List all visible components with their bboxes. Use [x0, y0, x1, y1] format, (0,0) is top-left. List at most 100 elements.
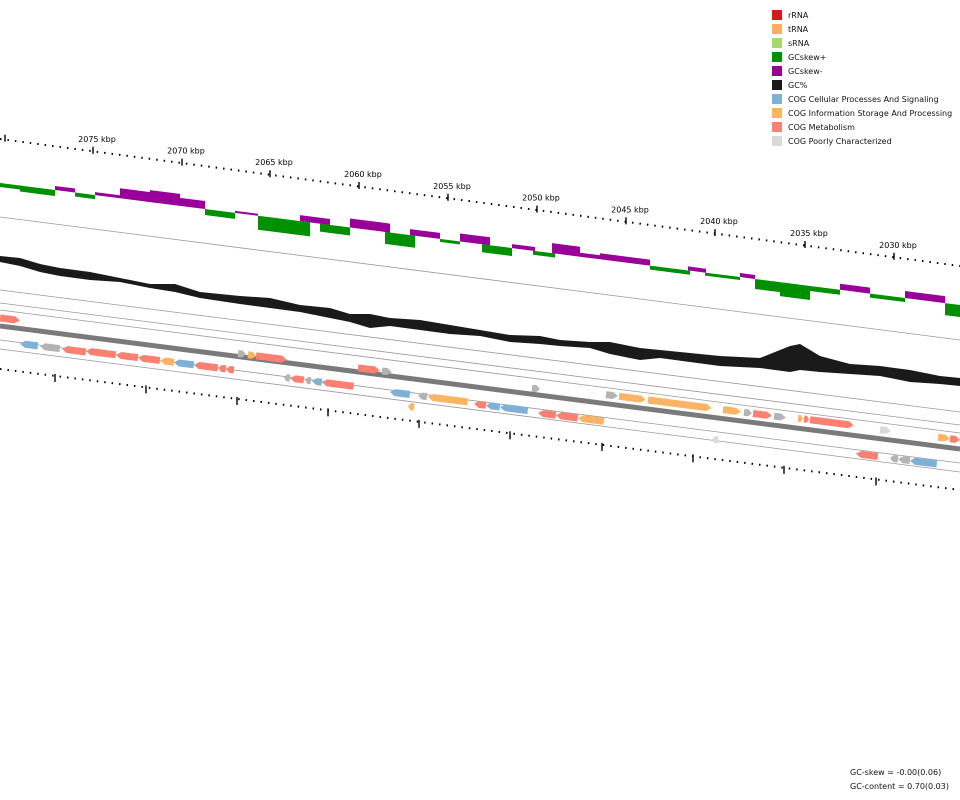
inner-scale-major-ticks: [54, 373, 877, 486]
gc-skew-positive: [20, 185, 40, 195]
outer-scale-major-ticks: [4, 134, 895, 260]
cog-metabolism-feature: [255, 352, 287, 363]
legend-swatch: [772, 80, 782, 90]
cog-cellular-feature: [500, 404, 529, 415]
unclassified-feature: [898, 456, 911, 465]
gc-skew-positive: [258, 215, 310, 237]
legend-swatch: [772, 94, 782, 104]
kbp-label: 2040 kbp: [700, 217, 738, 226]
legend-swatch: [772, 10, 782, 20]
gc-skew-positive: [40, 188, 55, 196]
gc-skew-positive: [205, 209, 235, 219]
legend-label: tRNA: [788, 24, 809, 34]
kbp-label: 2050 kbp: [522, 194, 560, 203]
gc-skew-negative: [688, 266, 706, 273]
cog-metabolism-feature: [116, 352, 139, 362]
gc-skew-negative: [580, 252, 600, 260]
gc-skew-negative: [460, 233, 490, 246]
gc-skew-positive: [385, 231, 415, 248]
legend-label: COG Metabolism: [788, 122, 855, 132]
legend-swatch: [772, 52, 782, 62]
legend-swatch: [772, 108, 782, 118]
cog-information-feature: [160, 357, 175, 366]
legend-item-gcskew-minus: GCskew-: [772, 64, 952, 78]
gc-skew-negative: [300, 215, 330, 225]
gc-skew-negative: [840, 283, 870, 294]
cog-cellular-feature: [20, 340, 39, 350]
cog-information-feature: [578, 415, 605, 425]
unclassified-feature: [890, 455, 899, 463]
cog-metabolism-feature: [62, 346, 87, 356]
kbp-label: 2065 kbp: [255, 158, 293, 167]
gc-skew-positive: [440, 238, 460, 245]
legend-label: GCskew+: [788, 52, 827, 62]
guide-line: [0, 309, 960, 434]
cog-information-feature: [408, 403, 415, 411]
gc-skew-negative: [552, 243, 580, 257]
cog-poorly-characterized-feature: [879, 426, 891, 434]
cog-metabolism-feature: [803, 415, 809, 423]
cog-poorly-characterized-feature: [712, 436, 719, 444]
legend-swatch: [772, 122, 782, 132]
legend-item-srna: sRNA: [772, 36, 952, 50]
cog-information-feature: [647, 396, 712, 411]
unclassified-feature: [743, 408, 752, 417]
guide-line: [0, 289, 960, 413]
gc-skew-negative: [235, 210, 258, 216]
gc-content-track: [0, 256, 960, 386]
gc-skew-positive: [482, 244, 512, 257]
legend-label: COG Information Storage And Processing: [788, 108, 953, 118]
legend-item-cog-cellular: COG Cellular Processes And Signaling: [772, 92, 952, 106]
gc-skew-track: [0, 183, 960, 317]
cog-cellular-feature: [174, 359, 195, 369]
kbp-label: 2035 kbp: [790, 229, 828, 238]
gc-skew-positive: [533, 250, 555, 258]
cog-metabolism-feature: [357, 364, 380, 374]
legend-item-cog-information: COG Information Storage And Processing: [772, 106, 952, 120]
cog-metabolism-feature: [538, 410, 557, 419]
cog-metabolism-feature: [809, 416, 854, 429]
gc-skew-negative: [95, 192, 120, 199]
kbp-label: 2070 kbp: [167, 147, 205, 156]
cog-metabolism-feature: [226, 365, 235, 374]
gc-skew-positive: [870, 293, 905, 303]
gc-skew-positive: [945, 303, 960, 317]
legend-label: GCskew-: [788, 66, 823, 76]
legend-swatch: [772, 66, 782, 76]
kbp-label: 2075 kbp: [78, 135, 116, 144]
unclassified-feature: [418, 392, 428, 401]
cog-information-feature: [247, 351, 256, 359]
legend-label: COG Poorly Characterized: [788, 136, 892, 146]
guide-line: [0, 302, 960, 426]
cog-metabolism-feature: [194, 362, 219, 372]
kbp-label: 2045 kbp: [611, 205, 649, 214]
unclassified-feature: [284, 374, 291, 382]
genome-backbone: [0, 323, 960, 452]
cog-metabolism-feature: [290, 375, 305, 384]
cog-metabolism-feature: [218, 364, 227, 373]
cog-cellular-feature: [910, 457, 938, 468]
gc-skew-negative: [150, 190, 180, 206]
cog-information-feature: [797, 414, 803, 423]
cog-information-feature: [937, 433, 950, 442]
gc-skew-negative: [180, 197, 205, 210]
legend-item-rrna: rRNA: [772, 8, 952, 22]
cog-metabolism-feature: [474, 400, 487, 409]
gc-skew-positive: [705, 272, 740, 281]
gc-skew-negative: [350, 218, 390, 233]
unclassified-feature: [605, 391, 618, 400]
gc-content-stat: GC-content = 0.70(0.03): [850, 782, 949, 791]
legend-item-cog-metabolism: COG Metabolism: [772, 120, 952, 134]
cog-cellular-feature: [390, 389, 411, 398]
unclassified-feature: [305, 376, 312, 385]
gc-skew-positive: [320, 223, 350, 236]
legend-label: sRNA: [788, 38, 810, 48]
cog-metabolism-feature: [556, 412, 579, 422]
outer-scale-ticks: [0, 138, 960, 267]
gc-skew-negative: [512, 244, 535, 251]
cog-metabolism-feature: [856, 450, 879, 460]
kbp-label: 2060 kbp: [344, 170, 382, 179]
legend-item-gc-percent: GC%: [772, 78, 952, 92]
gc-skew-negative: [410, 229, 440, 239]
